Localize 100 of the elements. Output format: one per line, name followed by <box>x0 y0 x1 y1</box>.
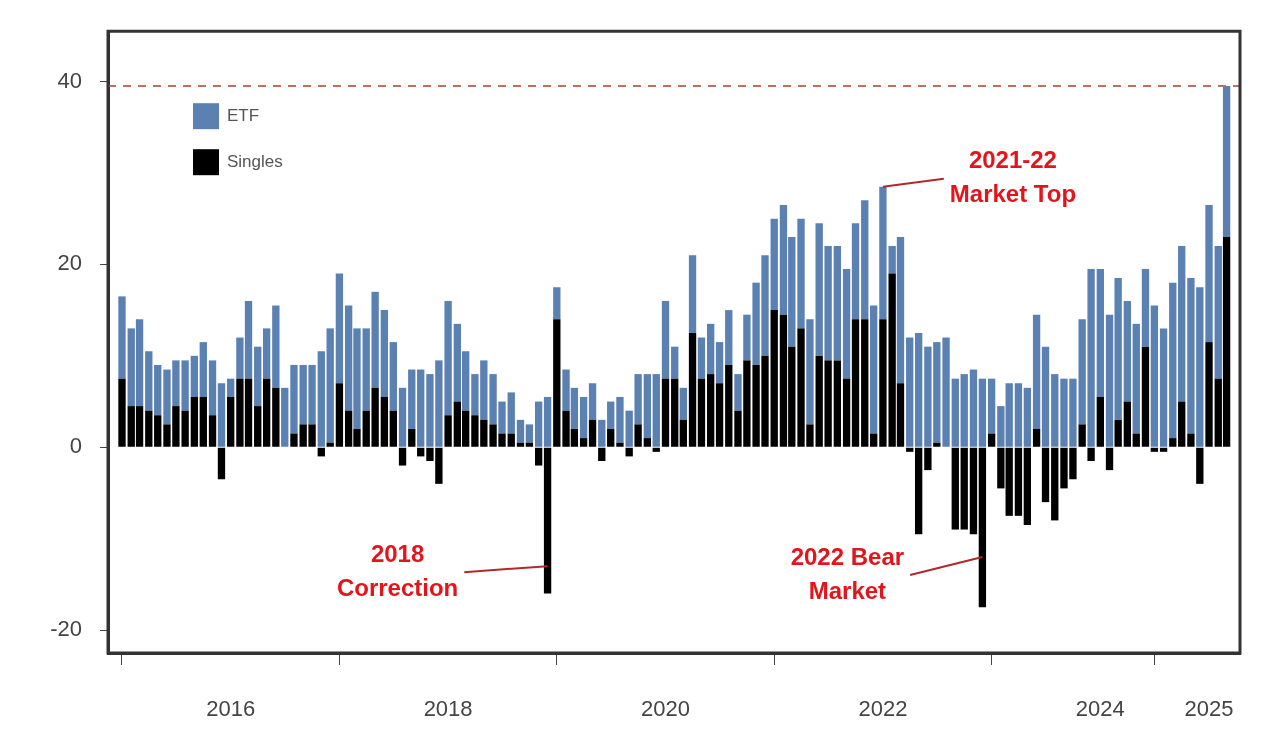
bar <box>507 392 515 434</box>
bar <box>1114 419 1122 447</box>
bar <box>1205 342 1213 447</box>
bar <box>861 319 869 447</box>
bar <box>960 447 968 530</box>
bar <box>671 378 679 447</box>
bar <box>914 447 923 535</box>
bar <box>924 447 932 471</box>
y-tick-label: 0 <box>69 433 82 459</box>
bar <box>317 351 325 447</box>
bar <box>914 332 923 447</box>
bar <box>408 369 416 429</box>
bar <box>208 360 217 416</box>
bar <box>1051 447 1059 521</box>
bar <box>706 374 715 447</box>
legend-label: ETF <box>227 105 260 125</box>
bar <box>516 442 525 447</box>
bar <box>715 342 724 384</box>
bar <box>643 374 652 439</box>
bar <box>1096 268 1104 397</box>
bar <box>227 378 235 397</box>
bar <box>1178 246 1186 402</box>
bar <box>851 223 860 320</box>
bar <box>697 337 706 379</box>
annotation: 2021-22 Market Top <box>949 146 1077 208</box>
y-tick-label: 20 <box>57 250 82 276</box>
bar <box>942 337 950 447</box>
bar <box>951 447 959 530</box>
bar <box>254 406 262 447</box>
bar <box>861 200 869 320</box>
bar <box>851 319 860 447</box>
bar <box>507 433 515 447</box>
bar <box>227 396 235 447</box>
bar <box>951 378 959 447</box>
bar <box>906 447 914 452</box>
bar <box>661 378 670 447</box>
bar <box>1123 401 1132 447</box>
bar <box>326 442 334 447</box>
bar <box>1096 396 1104 447</box>
annotation: 2022 Bear Market <box>790 542 905 604</box>
bar <box>145 351 153 411</box>
bar <box>679 419 687 447</box>
bar <box>534 401 543 447</box>
bar <box>906 337 914 447</box>
bar <box>634 424 642 447</box>
bar <box>579 438 588 447</box>
bar <box>335 273 344 384</box>
bar <box>688 332 697 447</box>
bar <box>607 428 615 447</box>
bar <box>1105 447 1114 471</box>
bar <box>199 342 207 397</box>
bar <box>417 369 425 447</box>
bar <box>960 374 968 447</box>
bar <box>380 310 389 397</box>
annotation: 2018 Correction <box>336 539 459 601</box>
bar <box>262 378 271 447</box>
bar <box>598 419 606 447</box>
bar <box>380 396 389 447</box>
y-tick-label: -20 <box>50 616 82 642</box>
bar <box>1087 447 1095 461</box>
x-tick-label: 2022 <box>858 696 908 722</box>
bar <box>208 415 217 447</box>
bar <box>290 433 298 447</box>
bar <box>842 268 851 379</box>
bar <box>607 401 615 429</box>
bar <box>969 369 978 447</box>
bar <box>290 364 298 434</box>
bar <box>1032 428 1041 447</box>
bar <box>553 319 561 447</box>
x-tick-label: 2025 <box>1184 696 1234 722</box>
bar <box>725 310 733 365</box>
bar <box>335 383 344 447</box>
bar <box>616 442 624 447</box>
bar <box>408 428 416 447</box>
bar <box>444 415 452 447</box>
bar <box>145 410 153 447</box>
bar <box>833 246 842 361</box>
bar <box>262 328 271 379</box>
bar <box>190 396 199 447</box>
bar <box>1051 374 1059 447</box>
bar <box>706 323 715 375</box>
x-tick-label: 2016 <box>206 696 256 722</box>
bar <box>870 305 878 434</box>
bar <box>588 383 597 420</box>
bar <box>598 447 606 461</box>
bar <box>1141 346 1150 447</box>
bar <box>1078 424 1086 447</box>
bar <box>525 424 534 443</box>
x-tick-label: 2018 <box>423 696 473 722</box>
bar <box>272 305 280 388</box>
bar <box>543 447 552 594</box>
bar <box>389 342 397 411</box>
bar <box>1150 447 1159 452</box>
bar <box>579 396 588 439</box>
bar <box>154 364 162 416</box>
bar <box>217 447 226 480</box>
bar <box>652 374 660 447</box>
bar <box>190 355 199 397</box>
bar <box>398 387 407 447</box>
bar <box>833 360 842 447</box>
